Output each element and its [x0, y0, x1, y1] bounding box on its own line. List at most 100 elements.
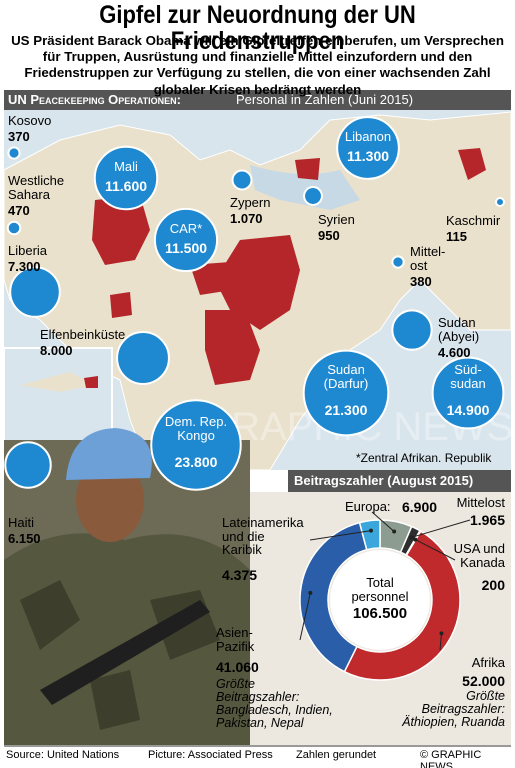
region-syria: [295, 158, 320, 180]
leader-line: [439, 633, 442, 651]
mission-name: Sudan (Darfur): [323, 362, 369, 391]
donut-hole: [330, 550, 430, 650]
legend-label: Lateinamerika und die Karibik: [222, 515, 304, 558]
mission-name: Zypern: [230, 195, 271, 210]
mission-value: 950: [318, 228, 340, 243]
annotation: Größte Beitragszahler: Bangladesch, Indi…: [216, 677, 333, 731]
subtitle: US Präsident Barack Obama will ein Gipfe…: [11, 33, 504, 97]
leader-line: [371, 511, 395, 532]
helmet: [66, 428, 152, 480]
mission-value: 1.070: [230, 211, 263, 226]
mission-value: 7.300: [8, 259, 41, 274]
mission-value: 23.800: [174, 454, 218, 470]
region-kashmir: [458, 148, 486, 180]
mission-bubble: [93, 145, 159, 211]
region-car: [190, 262, 232, 295]
mission-bubble: [495, 197, 505, 207]
mission-value: 21.300: [324, 402, 368, 418]
value-label: 41.060: [216, 659, 259, 675]
mission-name: Elfenbeinküste: [40, 327, 126, 342]
mission-bubble: [231, 169, 253, 191]
mission-value: 11.600: [104, 178, 148, 194]
mission-name: Haiti: [8, 515, 35, 530]
leader-line: [299, 592, 311, 641]
value-label: 1.965: [469, 512, 505, 528]
section-bar: [4, 90, 511, 110]
mission-bubble: [7, 146, 21, 160]
mission-value: 11.500: [164, 240, 208, 256]
note: Zahlen gerundet: [296, 749, 377, 761]
mission-value: 115: [446, 229, 467, 244]
mission-name: CAR*: [169, 221, 203, 236]
title: Gipfel zur Neuordnung der UN Friedenstru…: [99, 1, 416, 56]
mission-bubble: [150, 399, 242, 491]
donut-segment: [299, 521, 368, 673]
mission-value: 8.000: [40, 343, 73, 358]
annotation: Größte Beitragszahler: Äthiopien, Ruanda: [402, 689, 505, 730]
credit: © GRAPHIC NEWS: [420, 749, 482, 768]
legend-label: Mittelost: [456, 495, 505, 510]
value-label: 6.900: [402, 499, 438, 515]
mission-bubble: [391, 255, 405, 269]
mission-value: 14.900: [446, 402, 490, 418]
legend-label: Asien- Pazifik: [216, 625, 255, 654]
donut-segment: [358, 519, 381, 551]
section-title: UN Peacekeeping Operationen:: [8, 92, 181, 107]
value-label: 4.375: [222, 567, 258, 583]
mission-bubble: [116, 331, 170, 385]
mission-name: Liberia: [8, 243, 48, 258]
rifle: [40, 600, 210, 705]
mission-name: Kaschmir: [446, 213, 501, 228]
leader-dot: [409, 535, 414, 540]
donut-title: Beitragszahler (August 2015): [294, 473, 474, 488]
mission-name: Kosovo: [8, 113, 52, 128]
mission-name: Westliche Sahara: [8, 173, 65, 202]
leader-dot: [392, 529, 397, 534]
section-subtitle: Personal in Zahlen (Juni 2015): [236, 92, 414, 107]
region-mali: [92, 195, 150, 265]
mission-value: 6.150: [8, 531, 41, 546]
value-label: 200: [481, 577, 505, 593]
donut-bar: [288, 470, 511, 492]
leader-dot: [308, 590, 313, 595]
leader-dot: [439, 631, 444, 636]
leader-line: [411, 519, 471, 538]
mission-value: 370: [8, 129, 30, 144]
mission-value: 11.300: [346, 148, 390, 164]
picture-credit: Picture: Associated Press: [148, 749, 273, 761]
mission-name: Dem. Rep. Kongo: [164, 414, 228, 443]
mission-bubble: [431, 356, 505, 430]
mission-name: Mittel- ost: [410, 244, 446, 273]
legend-label: Afrika: [471, 655, 505, 670]
legend-label: Europa:: [345, 499, 391, 514]
donut-total: 106.500: [352, 605, 408, 622]
leader-line: [415, 539, 456, 561]
mission-value: 380: [410, 274, 432, 289]
donut-center-label: Total personnel: [351, 575, 409, 604]
leader-dot: [368, 528, 373, 533]
mission-value: 4.600: [438, 345, 471, 360]
mission-bubble: [302, 349, 390, 437]
mission-bubble: [391, 309, 433, 351]
mission-bubble: [336, 116, 400, 180]
region-haiti: [84, 376, 98, 388]
region-kongo: [205, 310, 260, 385]
region-sudan: [215, 235, 300, 330]
mission-name: Syrien: [318, 212, 355, 227]
source: Source: United Nations: [6, 749, 120, 761]
mission-bubble: [6, 220, 22, 236]
mission-name: Mali: [114, 159, 138, 174]
region-ivory-coast: [110, 292, 132, 318]
mission-name: Süd- sudan: [450, 362, 486, 391]
mission-bubble: [303, 186, 323, 206]
mission-bubble: [4, 441, 52, 489]
mission-bubble: [9, 266, 61, 318]
mission-value: 470: [8, 203, 30, 218]
footnote: *Zentral Afrikan. Republik: [356, 451, 492, 465]
legend-label: USA und Kanada: [453, 541, 505, 570]
donut-segment: [343, 530, 461, 681]
leader-line: [309, 530, 372, 541]
mission-name: Sudan (Abyei): [438, 315, 480, 344]
